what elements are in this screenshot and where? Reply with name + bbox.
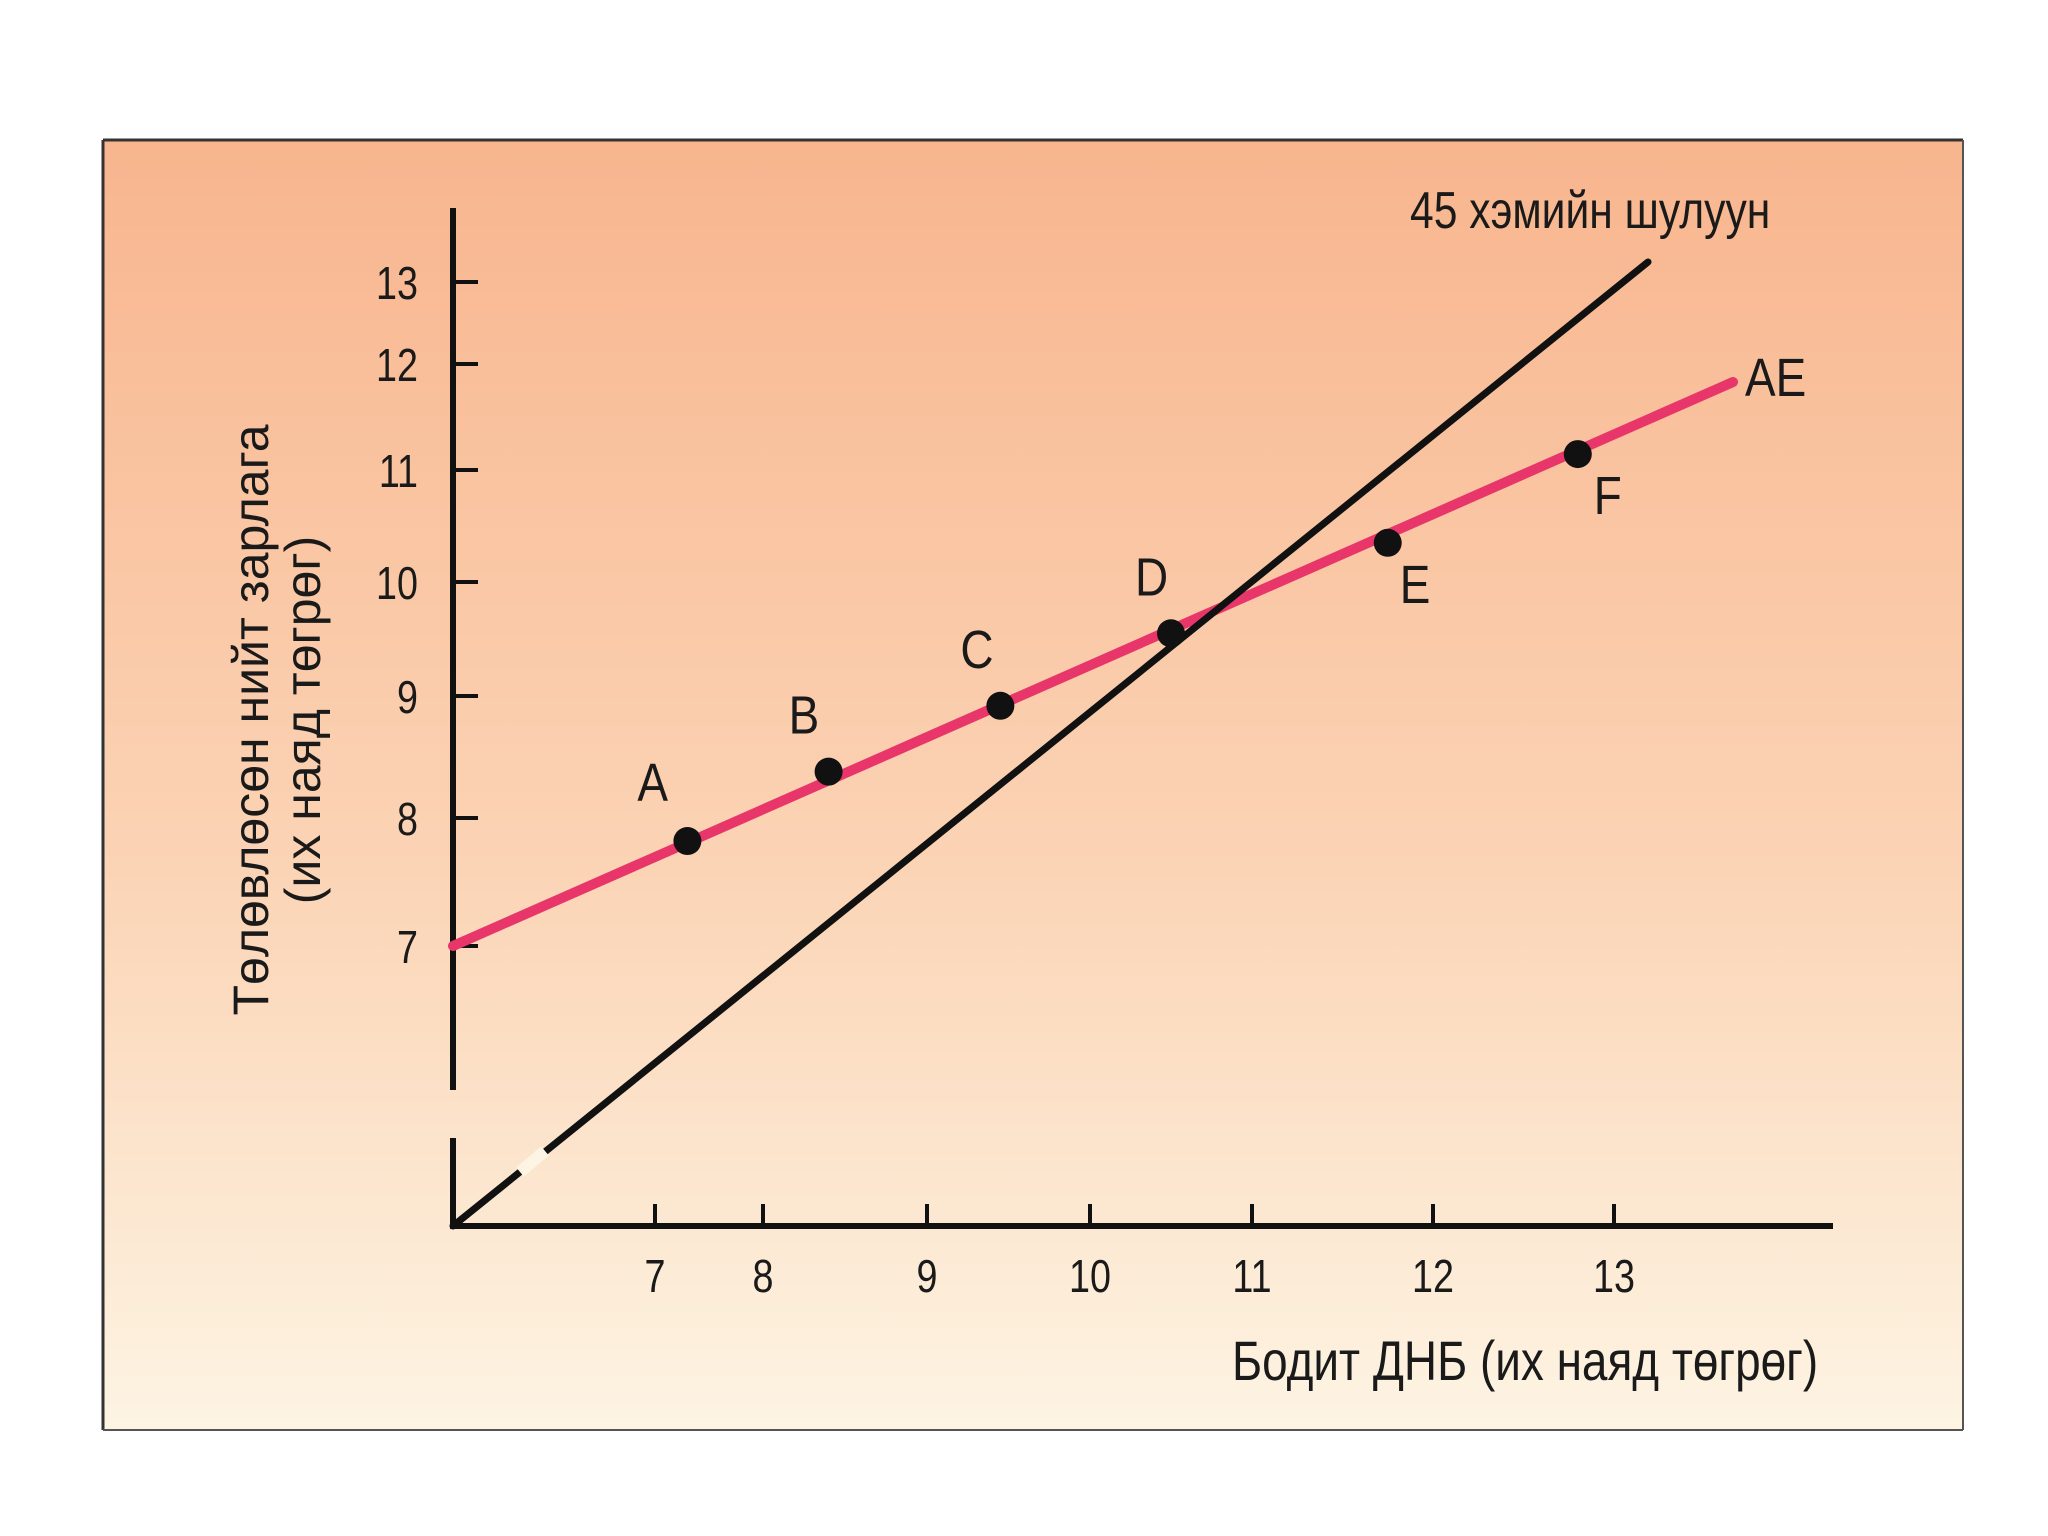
- chart-background: [103, 140, 1963, 1430]
- y-axis-title-line1: Төлөвлөсөн нийт зарлага: [223, 424, 279, 1015]
- point-label-C: C: [960, 619, 993, 679]
- x-axis-title: Бодит ДНБ (их наяд төгрөг): [1232, 1330, 1818, 1392]
- series-line-45-degree-line: [449, 258, 1652, 1230]
- y-tick-label-13: 13: [376, 257, 418, 308]
- y-tick-label-9: 9: [397, 671, 418, 722]
- x-tick-label-9: 9: [917, 1250, 938, 1301]
- point-label-E: E: [1400, 554, 1431, 614]
- point-B: [814, 757, 843, 786]
- ae-line-label: AE: [1745, 348, 1806, 408]
- point-F: [1563, 440, 1592, 469]
- y-tick-label-12: 12: [376, 339, 418, 390]
- y-axis-ticks: 7 8 9 10 11 12 13: [376, 257, 478, 973]
- point-A: [673, 827, 702, 856]
- y-tick-label-8: 8: [397, 793, 418, 844]
- x-tick-label-10: 10: [1069, 1250, 1111, 1301]
- x-axis-ticks: 7 8 9 10 11 12 13: [645, 1204, 1635, 1302]
- line-45-label: 45 хэмийн шулуун: [1410, 182, 1770, 240]
- y-tick-label-11: 11: [379, 445, 418, 496]
- point-label-A: A: [637, 753, 668, 813]
- y-tick-label-10: 10: [376, 557, 418, 608]
- point-label-D: D: [1135, 547, 1168, 607]
- series-layer: [448, 258, 1738, 1230]
- line-45-break: [516, 1146, 549, 1177]
- x-tick-label-12: 12: [1412, 1250, 1454, 1301]
- y-tick-label-7: 7: [397, 921, 418, 972]
- x-tick-label-8: 8: [753, 1250, 774, 1301]
- point-label-B: B: [789, 685, 820, 745]
- series-line-AE: [448, 377, 1738, 951]
- point-E: [1373, 528, 1402, 557]
- y-axis-title-line2: (их наяд төгрөг): [275, 536, 331, 904]
- x-tick-label-7: 7: [645, 1250, 666, 1301]
- points-layer: A B C D E F: [637, 440, 1622, 856]
- x-tick-label-13: 13: [1593, 1250, 1635, 1301]
- point-C: [986, 691, 1015, 720]
- x-tick-label-11: 11: [1232, 1250, 1271, 1301]
- point-label-F: F: [1594, 466, 1622, 526]
- point-D: [1157, 619, 1185, 648]
